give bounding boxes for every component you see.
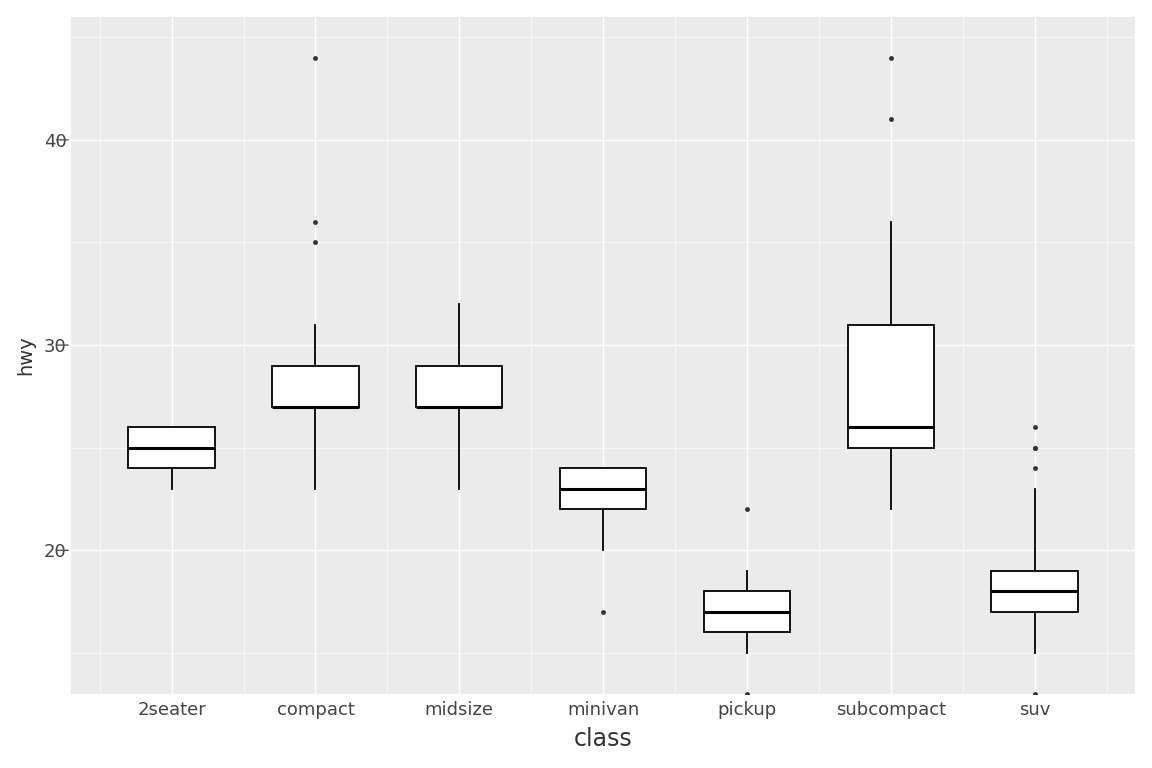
Y-axis label: hwy: hwy [16, 336, 36, 376]
Bar [704, 591, 790, 633]
Bar [272, 366, 358, 407]
Bar [848, 325, 934, 448]
X-axis label: class: class [574, 727, 632, 751]
Bar [129, 427, 214, 468]
Bar [560, 468, 646, 509]
Bar [416, 366, 502, 407]
Bar [992, 571, 1078, 612]
